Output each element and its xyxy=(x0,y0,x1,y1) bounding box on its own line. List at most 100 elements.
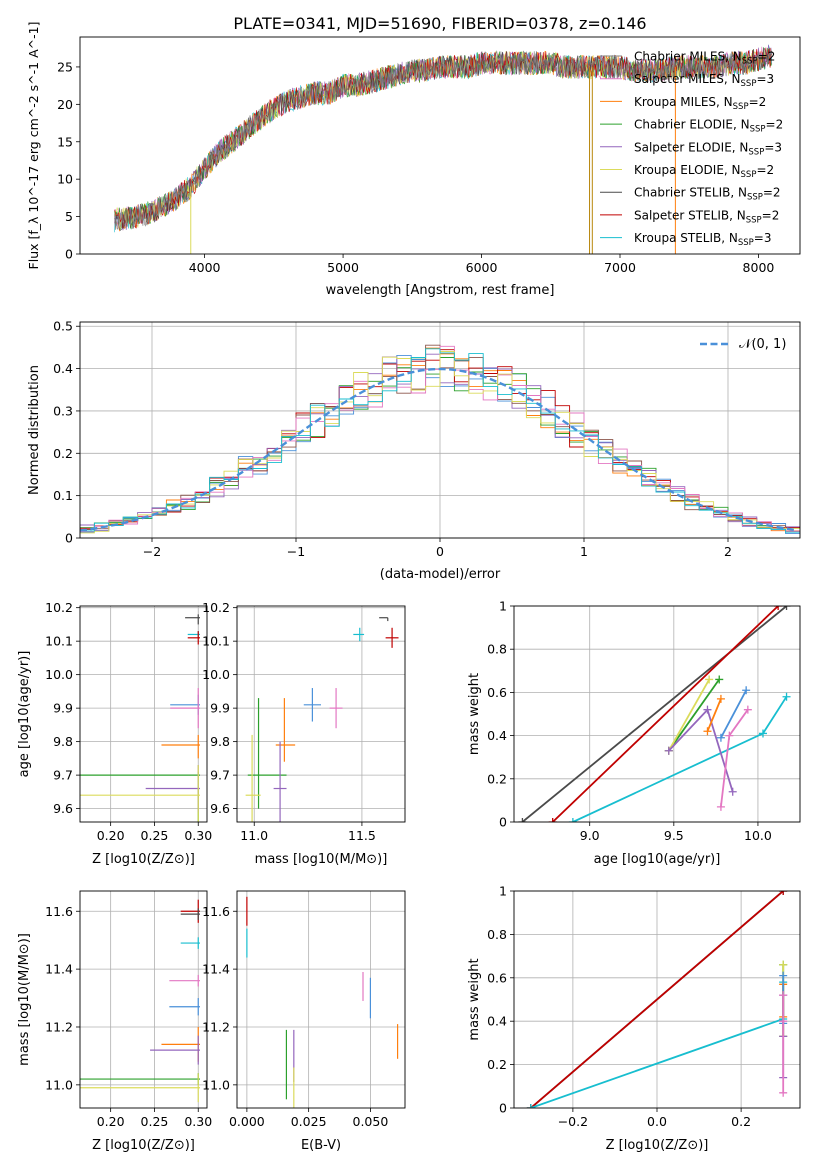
weight-marker xyxy=(779,1017,788,1026)
weight-marker xyxy=(774,606,783,610)
y-tick-label: 5 xyxy=(65,209,73,224)
y-tick-label: 9.9 xyxy=(210,701,230,716)
y-axis-label: mass weight xyxy=(467,958,482,1040)
mass_vs_Z-panel: 0.20 0.25 0.30 11.0 11.2 11.4 11.6 Z [log10(Z/Z… xyxy=(17,890,212,1153)
x-tick-label: 10.0 xyxy=(744,828,772,843)
histogram-panel: −2 −1 0 1 2 0 0.1 0.2 0.3 0.4 0.5 𝒩(0, 1) (data-mode… xyxy=(27,319,801,582)
weight-marker xyxy=(779,891,788,895)
y-tick-label: 0.2 xyxy=(53,446,73,461)
weight-marker xyxy=(782,606,791,610)
x-axis-label: Z [log10(Z/Z⊙)] xyxy=(92,1138,195,1153)
axes-frame xyxy=(236,890,406,1109)
legend-label: Salpeter STELIB, NSSP=2 xyxy=(634,208,779,225)
y-axis-label: Normed distribution xyxy=(27,365,42,495)
weight-line xyxy=(668,707,734,793)
x-axis-label: mass [log10(M/M⊙)] xyxy=(255,852,388,867)
y-axis-label: mass weight xyxy=(467,673,482,755)
x-tick-label: 0.25 xyxy=(141,1114,169,1129)
weight-marker xyxy=(716,694,725,703)
x-tick-label: −1 xyxy=(287,544,305,559)
x-tick-label: 6000 xyxy=(466,260,498,275)
x-tick-label: 0.050 xyxy=(353,1114,389,1129)
y-tick-label: 0.8 xyxy=(487,642,507,657)
x-tick-label: 0 xyxy=(436,544,444,559)
x-tick-label: 0.20 xyxy=(97,828,125,843)
x-axis-label: (data-model)/error xyxy=(380,567,501,582)
axes-frame xyxy=(513,890,801,1109)
x-tick-label: 11.5 xyxy=(348,828,376,843)
axes-frame xyxy=(513,605,801,823)
y-tick-label: 10.0 xyxy=(45,667,73,682)
weight-marker xyxy=(742,686,751,695)
axes-frame xyxy=(79,605,208,823)
y-tick-label: 10.0 xyxy=(202,667,230,682)
weight-line xyxy=(552,606,779,822)
y-tick-label: 9.9 xyxy=(53,701,73,716)
axes-frame xyxy=(79,890,208,1109)
weight-marker xyxy=(568,818,577,822)
y-tick-label: 10.2 xyxy=(202,600,230,615)
x-tick-label: 5000 xyxy=(327,260,359,275)
weight-marker xyxy=(782,692,791,701)
x-tick-label: 0.000 xyxy=(229,1114,265,1129)
y-tick-label: 1 xyxy=(499,884,507,899)
y-tick-label: 0.5 xyxy=(53,319,73,334)
weight-marker xyxy=(779,971,788,980)
weight-marker xyxy=(518,818,527,822)
figure-title: PLATE=0341, MJD=51690, FIBERID=0378, z=0… xyxy=(233,14,646,33)
weight-marker xyxy=(548,818,557,822)
age_vs_Z-panel: 0.20 0.25 0.30 9.6 9.7 9.8 9.9 10.0 10.1 10.2 Z [l… xyxy=(17,600,212,867)
weight-marker xyxy=(779,991,788,1000)
x-tick-label: 0.2 xyxy=(731,1114,751,1129)
normal-curve xyxy=(79,367,798,532)
y-axis-label: age [log10(age/yr)] xyxy=(17,651,32,778)
weight-marker xyxy=(758,729,767,738)
y-tick-label: 20 xyxy=(57,97,73,112)
legend-label: Chabrier STELIB, NSSP=2 xyxy=(634,186,781,203)
x-tick-label: 0.30 xyxy=(184,1114,212,1129)
weight-marker xyxy=(728,787,737,796)
weight_vs_age-panel: 9.0 9.5 10.0 0 0.2 0.4 0.6 0.8 1 age [log10(age/y… xyxy=(467,599,801,867)
x-axis-label: Z [log10(Z/Z⊙)] xyxy=(606,1138,709,1153)
weight-marker xyxy=(779,960,788,969)
y-tick-label: 11.4 xyxy=(45,962,73,977)
y-tick-label: 9.7 xyxy=(53,768,73,783)
weight-line xyxy=(720,689,747,739)
x-tick-label: 0.20 xyxy=(97,1114,125,1129)
y-tick-label: 11.0 xyxy=(45,1077,73,1092)
x-tick-label: 8000 xyxy=(743,260,775,275)
weight-line xyxy=(530,891,784,1108)
y-tick-label: 0 xyxy=(65,531,73,546)
x-tick-label: −0.2 xyxy=(558,1114,588,1129)
y-tick-label: 0.4 xyxy=(487,728,507,743)
weight-marker xyxy=(703,705,712,714)
x-axis-label: E(B-V) xyxy=(301,1138,341,1153)
y-tick-label: 11.2 xyxy=(45,1019,73,1034)
x-tick-label: 7000 xyxy=(604,260,636,275)
y-tick-label: 15 xyxy=(57,134,73,149)
age_vs_mass-panel: 11.0 11.5 9.6 9.7 9.8 9.9 10.0 10.1 10.2 mass [lo… xyxy=(202,600,406,867)
y-tick-label: 9.7 xyxy=(210,768,230,783)
weight-marker xyxy=(743,705,752,714)
y-tick-label: 9.6 xyxy=(53,801,73,816)
y-tick-label: 11.6 xyxy=(45,904,73,919)
weight-line xyxy=(706,698,722,732)
weight-line xyxy=(572,696,788,822)
x-tick-label: 0.25 xyxy=(141,828,169,843)
y-tick-label: 9.6 xyxy=(210,801,230,816)
spectrum-panel: 4000 5000 6000 7000 8000 0 5 10 15 20 25 wavelength… xyxy=(26,22,801,298)
histogram-step xyxy=(80,348,800,533)
y-tick-label: 11.6 xyxy=(202,904,230,919)
y-tick-label: 10 xyxy=(57,172,73,187)
x-axis-label: age [log10(age/yr)] xyxy=(594,852,721,867)
legend-label: Chabrier ELODIE, NSSP=2 xyxy=(634,118,783,135)
x-tick-label: 9.0 xyxy=(580,828,600,843)
y-tick-label: 0.2 xyxy=(487,771,507,786)
weight-marker xyxy=(725,731,734,740)
legend-label: Kroupa MILES, NSSP=2 xyxy=(634,95,766,112)
weight-marker xyxy=(703,727,712,736)
y-axis-label: mass [log10(M/M⊙)] xyxy=(17,933,32,1066)
axes-frame xyxy=(79,321,801,539)
weight-marker xyxy=(716,802,725,811)
weight-marker xyxy=(779,1088,788,1097)
